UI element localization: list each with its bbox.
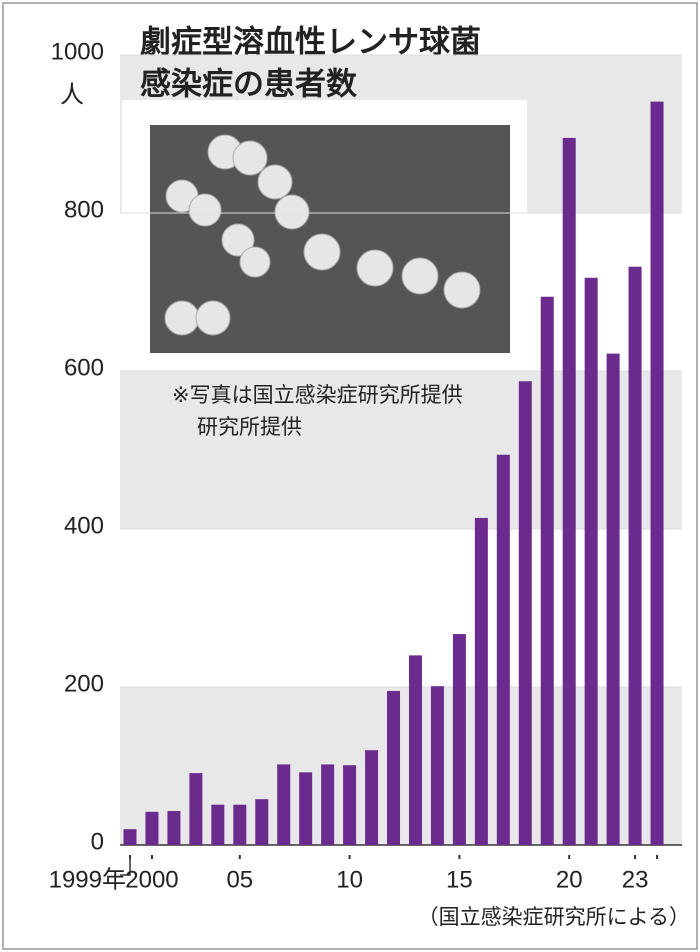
- band: [120, 687, 682, 845]
- bar: [408, 655, 422, 845]
- bar: [540, 296, 554, 845]
- y-tick-label: 800: [64, 196, 104, 223]
- bar: [496, 454, 510, 845]
- y-tick-label: 200: [64, 670, 104, 697]
- bar: [233, 804, 247, 845]
- source: （国立感染症研究所による）: [418, 905, 690, 929]
- bar: [211, 804, 225, 845]
- bar: [452, 634, 466, 845]
- x-tick-label: 15: [446, 866, 473, 893]
- bracket: [120, 855, 131, 876]
- bar: [189, 773, 203, 845]
- y-tick-label: 400: [64, 512, 104, 539]
- x-tick-label: 2000: [125, 866, 178, 893]
- bar: [145, 811, 159, 845]
- x-tick-label: 05: [226, 866, 253, 893]
- y-tick-label: 600: [64, 354, 104, 381]
- y-tick-label: 0: [91, 828, 104, 855]
- bar: [430, 686, 444, 845]
- x-tick-label: 23: [622, 866, 649, 893]
- bar: [255, 799, 269, 845]
- bar: [365, 750, 379, 845]
- bar: [474, 517, 488, 845]
- note: 研究所提供: [197, 415, 302, 439]
- bar: [584, 277, 598, 845]
- photo: [122, 100, 527, 368]
- bar: [562, 137, 576, 845]
- bar: [167, 811, 181, 845]
- chart-title: 感染症の患者数: [140, 67, 357, 103]
- bar: [123, 829, 137, 845]
- bar: [277, 764, 291, 845]
- x-tick-label: 1999年: [49, 866, 126, 893]
- y-axis-label: 人: [60, 81, 84, 108]
- x-tick-label: 20: [556, 866, 583, 893]
- bar: [628, 266, 642, 846]
- bar: [650, 101, 664, 846]
- bar: [321, 764, 335, 845]
- bar: [387, 690, 401, 845]
- y-tick-label: 1000: [51, 38, 104, 65]
- note: ※写真は国立感染症研究所提供: [172, 383, 463, 407]
- bar: [518, 381, 532, 845]
- bar: [606, 353, 620, 845]
- bar: [343, 765, 357, 845]
- bar: [299, 772, 313, 845]
- x-tick-label: 10: [336, 866, 363, 893]
